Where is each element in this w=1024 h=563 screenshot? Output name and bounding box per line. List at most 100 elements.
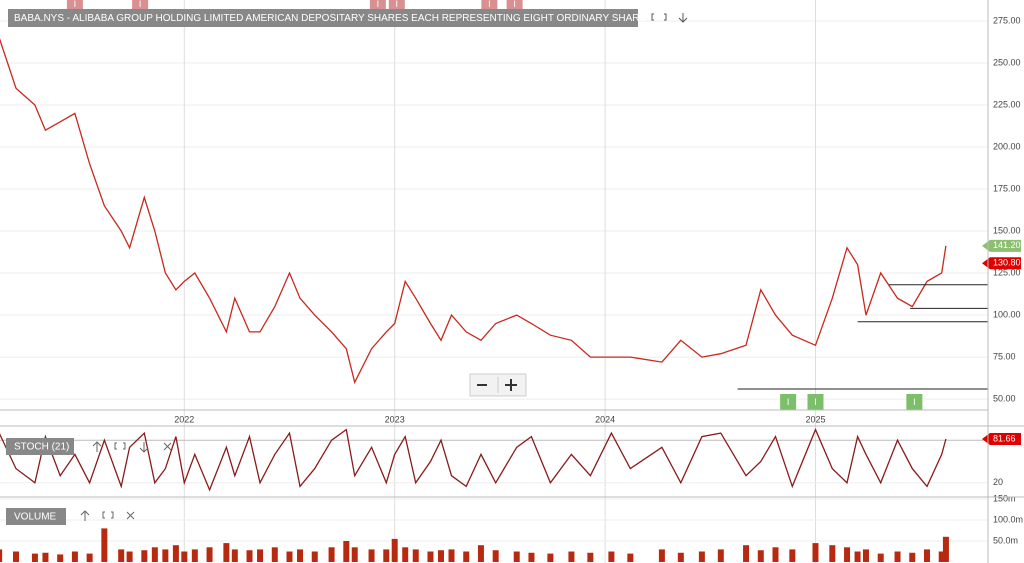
event-marker	[780, 394, 797, 410]
volume-bar	[772, 547, 779, 562]
volume-bar	[448, 549, 455, 562]
volume-bar	[271, 547, 278, 562]
volume-bar	[181, 551, 188, 562]
volume-bar	[71, 551, 78, 562]
series-line	[0, 38, 947, 385]
event-label: I	[139, 0, 142, 9]
volume-bar	[162, 549, 169, 562]
volume-bar	[877, 553, 884, 562]
volume-bar	[351, 547, 358, 562]
volume-bar	[789, 549, 796, 562]
y-tick-label: 225.00	[993, 99, 1021, 109]
volume-bar	[587, 552, 594, 562]
volume-bar	[402, 547, 409, 562]
volume-bar	[343, 541, 350, 562]
zoom-controls[interactable]	[469, 373, 527, 397]
volume-bar	[463, 551, 470, 562]
y-tick-label: 50.0m	[993, 535, 1018, 545]
y-tick-label: 100.00	[993, 309, 1021, 319]
volume-bar	[923, 549, 930, 562]
volume-bar	[698, 551, 705, 562]
volume-bar	[658, 549, 665, 562]
y-tick-label: 50.00	[993, 393, 1016, 403]
volume-bar	[191, 549, 198, 562]
volume-bar	[311, 551, 318, 562]
volume-bar	[427, 551, 434, 562]
y-tick-label: 200.00	[993, 141, 1021, 151]
panel-icons[interactable]	[92, 441, 172, 453]
volume-bar	[568, 551, 575, 562]
volume-bar	[528, 552, 535, 562]
volume-bar	[0, 549, 3, 562]
title-box	[8, 9, 638, 27]
y-tick-label: 150.00	[993, 225, 1021, 235]
volume-bar	[909, 552, 916, 562]
volume-bar	[383, 549, 390, 562]
volume-bar	[368, 549, 375, 562]
volume-bar	[257, 549, 264, 562]
y-tick-label: 125.00	[993, 267, 1021, 277]
y-tick-label: 250.00	[993, 57, 1021, 67]
volume-bar	[328, 547, 335, 562]
panel-title-box	[6, 438, 74, 455]
event-label: I	[488, 0, 491, 9]
volume-bar	[126, 551, 133, 562]
event-marker	[807, 394, 824, 410]
price-tag	[982, 239, 1021, 252]
volume-bar	[547, 553, 554, 562]
value-tag	[982, 433, 1021, 446]
volume-bar	[223, 543, 230, 562]
volume-bar	[677, 552, 684, 562]
volume-bar	[57, 554, 64, 562]
event-label: I	[913, 397, 916, 407]
volume-bar	[86, 553, 93, 562]
price-tag	[982, 257, 1021, 270]
event-label: I	[787, 397, 790, 407]
volume-bar	[812, 543, 819, 562]
event-label: I	[377, 0, 380, 9]
volume-bar	[206, 547, 213, 562]
volume-bar	[938, 551, 945, 562]
y-tick-label: 20	[993, 477, 1003, 487]
event-label: I	[814, 397, 817, 407]
event-marker	[906, 394, 923, 410]
volume-bar	[101, 528, 108, 562]
price-tag-label: 130.80	[993, 258, 1021, 268]
volume-bar	[942, 536, 949, 562]
x-tick-label: 2025	[805, 414, 825, 424]
chart-title: BABA.NYS - ALIBABA GROUP HOLDING LIMITED…	[14, 13, 647, 24]
event-label: I	[396, 0, 399, 9]
volume-bar	[297, 549, 304, 562]
volume-bar	[862, 549, 869, 562]
y-tick-label: 75.00	[993, 351, 1016, 361]
panel-icons[interactable]	[80, 510, 135, 521]
volume-bar	[608, 551, 615, 562]
volume-bar	[42, 552, 49, 562]
volume-bar	[894, 551, 901, 562]
volume-bar	[757, 550, 764, 562]
event-label: I	[513, 0, 516, 9]
volume-bar	[513, 551, 520, 562]
volume-bar	[477, 545, 484, 562]
volume-bar	[743, 545, 750, 562]
panel-title: STOCH (21)	[14, 442, 69, 453]
y-tick-label: 150m	[993, 493, 1016, 503]
volume-bar	[717, 549, 724, 562]
volume-bar	[437, 550, 444, 562]
volume-bar	[492, 550, 499, 562]
price-tag-label: 141.20	[993, 240, 1021, 250]
value-tag-label: 81.66	[993, 433, 1016, 443]
volume-bar	[12, 551, 19, 562]
x-tick-label: 2024	[595, 414, 615, 424]
volume-bar	[391, 538, 398, 562]
volume-bar	[118, 549, 125, 562]
event-label: I	[74, 0, 77, 9]
zoom-icons[interactable]	[477, 379, 517, 391]
volume-bar	[231, 549, 238, 562]
volume-bar	[31, 553, 38, 562]
panel-title: VOLUME	[14, 512, 57, 523]
x-tick-label: 2022	[174, 414, 194, 424]
volume-bar	[246, 550, 253, 562]
toolbar-icons[interactable]	[651, 13, 688, 23]
